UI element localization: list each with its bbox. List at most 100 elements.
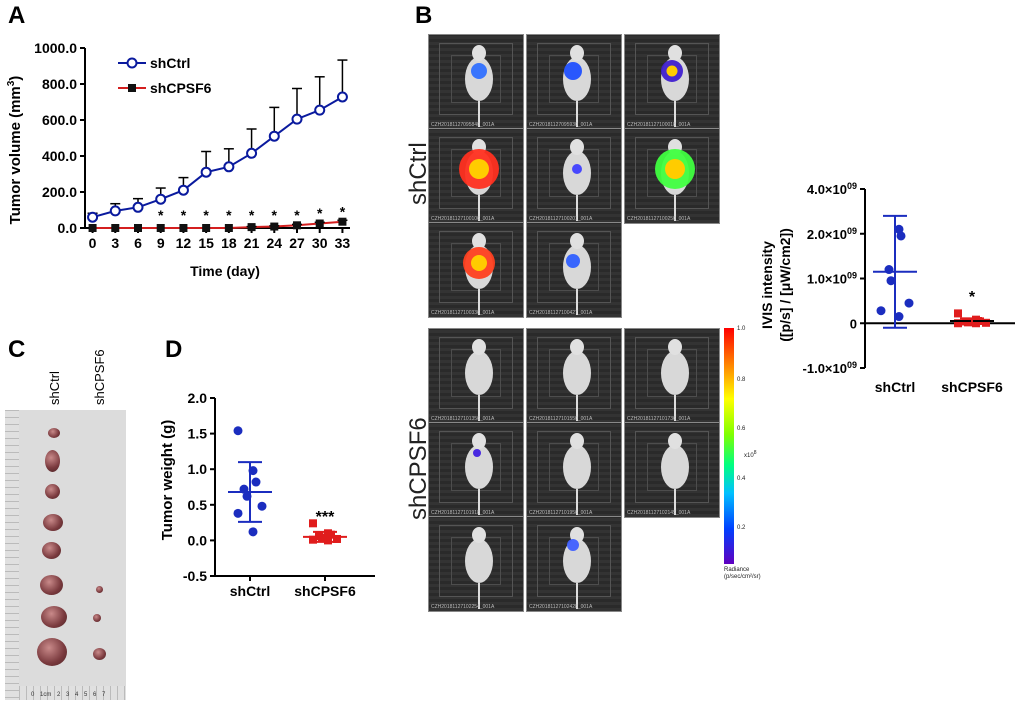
bioluminescence-signal [473, 449, 481, 457]
y-tick-label: 4.0×1009 [807, 181, 857, 197]
data-point [179, 224, 188, 232]
x-tick-label: 27 [289, 235, 305, 251]
colorbar-tick: 0.6 [737, 426, 746, 432]
x-tick-label: shCtrl [230, 583, 270, 599]
data-point [132, 201, 144, 213]
ivis-image-caption: CZH20181127100250_001A [627, 216, 691, 222]
y-tick-label: 2.0 [188, 390, 208, 406]
mouse-head [668, 45, 682, 61]
colorbar-tick: 0.8 [737, 377, 746, 383]
panel-label-d: D [165, 336, 183, 363]
y-tick-label: 0.0 [188, 532, 208, 548]
y-tick-label: 0.5 [188, 497, 208, 513]
ivis-image-shcpsf6: CZH20181127102428_001A [526, 516, 622, 612]
data-point [200, 166, 212, 178]
bioluminescence-signal [572, 164, 582, 174]
y-tick-label: 200.0 [42, 184, 77, 200]
significance-marker: * [181, 207, 187, 223]
data-point [111, 224, 120, 232]
mouse-head [570, 45, 584, 61]
data-point [224, 224, 233, 232]
ivis-image-caption: CZH20181127100336_001A [431, 310, 495, 316]
mouse-head [472, 433, 486, 449]
data-point [894, 312, 904, 322]
mouse-head [472, 45, 486, 61]
y-tick-label: -0.5 [183, 568, 207, 584]
ivis-image-shctrl: CZH20181127100018_001A [624, 34, 720, 130]
mouse-head [472, 527, 486, 543]
data-point [233, 508, 243, 518]
x-tick-label: 9 [157, 235, 165, 251]
data-point [246, 147, 258, 159]
data-point [954, 319, 962, 328]
ivis-image-caption: CZH20181127101356_001A [431, 416, 495, 422]
ivis-image-caption: CZH20181127095840_001A [431, 122, 495, 128]
data-point [87, 211, 99, 223]
y-tick-label: 1.5 [188, 426, 208, 442]
ivis-y-axis-title-2: ([p/s] / [μW/cm2]) [777, 228, 793, 342]
data-point [134, 224, 142, 232]
tumor-photo: 0 1cm 2 3 4 5 6 7 [5, 410, 126, 700]
data-point [886, 276, 896, 286]
bioluminescence-core [665, 159, 685, 179]
data-point [155, 193, 167, 205]
mouse-head [668, 339, 682, 355]
bioluminescence-signal [566, 254, 580, 268]
tumor-specimen [42, 542, 61, 559]
ivis-image-caption: CZH20181127101918_001A [431, 510, 495, 516]
mouse-body [465, 539, 493, 583]
data-point [251, 477, 261, 487]
ivis-image-caption: CZH20181127100018_001A [627, 122, 691, 128]
significance-marker: * [226, 207, 232, 223]
data-point [309, 535, 317, 544]
x-tick-label: 24 [266, 235, 282, 251]
x-tick-label: shCPSF6 [941, 379, 1003, 395]
x-tick-label: 0 [89, 235, 97, 251]
x-tick-label: 15 [198, 235, 214, 251]
ivis-image-caption: CZH20181127101550_001A [529, 416, 593, 422]
data-point [954, 309, 962, 318]
x-tick-label: 3 [111, 235, 119, 251]
data-point [314, 104, 326, 116]
data-point [291, 113, 303, 125]
bioluminescence-core [469, 159, 489, 179]
ivis-image-shctrl: CZH20181127100336_001A [428, 222, 524, 318]
ivis-image-shcpsf6: CZH20181127101918_001A [428, 422, 524, 518]
x-tick-label: 21 [244, 235, 260, 251]
data-point [293, 221, 301, 230]
ivis-image-shctrl: CZH20181127100106_001A [428, 128, 524, 224]
colorbar-unit: x108 [744, 450, 757, 459]
panel-label-a: A [8, 2, 26, 29]
ivis-intensity-chart: -1.0×1009 0 1.0×1009 2.0×1009 4.0×1009 shCtrl… [760, 181, 1015, 395]
tumor-specimen [41, 606, 67, 628]
data-point [333, 534, 341, 543]
tumor-specimen [93, 614, 101, 622]
data-point [309, 519, 317, 528]
x-tick-label: shCtrl [875, 379, 915, 395]
ivis-image-shctrl: CZH20181127100427_001A [526, 222, 622, 318]
ivis-image-shcpsf6: CZH20181127101356_001A [428, 328, 524, 424]
significance-marker: * [158, 207, 164, 223]
y-tick-label: 0 [850, 316, 857, 331]
panel-label-c: C [8, 336, 26, 363]
significance-marker: * [969, 289, 976, 306]
colorbar-radiance-units: (p/sec/cm²/sr) [724, 574, 761, 580]
significance-marker: * [272, 207, 278, 223]
data-point [233, 426, 243, 436]
data-point [336, 91, 348, 103]
weight-y-axis-title: Tumor weight (g) [159, 420, 176, 541]
data-point [177, 184, 189, 196]
colorbar-tick: 0.4 [737, 476, 746, 482]
data-point [904, 298, 914, 308]
legend-marker-shcpsf6 [128, 84, 136, 92]
ivis-image-shctrl: CZH20181127095930_001A [526, 34, 622, 130]
x-tick-label: shCPSF6 [294, 583, 356, 599]
bioluminescence-signal [564, 62, 582, 80]
mouse-body [465, 351, 493, 395]
tumor-volume-chart: 0.0 200.0 400.0 600.0 800.0 1000.0 0 3 6 9 12 15 18 2… [6, 40, 350, 279]
y-tick-label: 0.0 [58, 220, 78, 236]
data-point [88, 224, 97, 232]
data-point [247, 223, 256, 232]
mouse-body [465, 445, 493, 489]
tumor-specimen [40, 575, 63, 595]
